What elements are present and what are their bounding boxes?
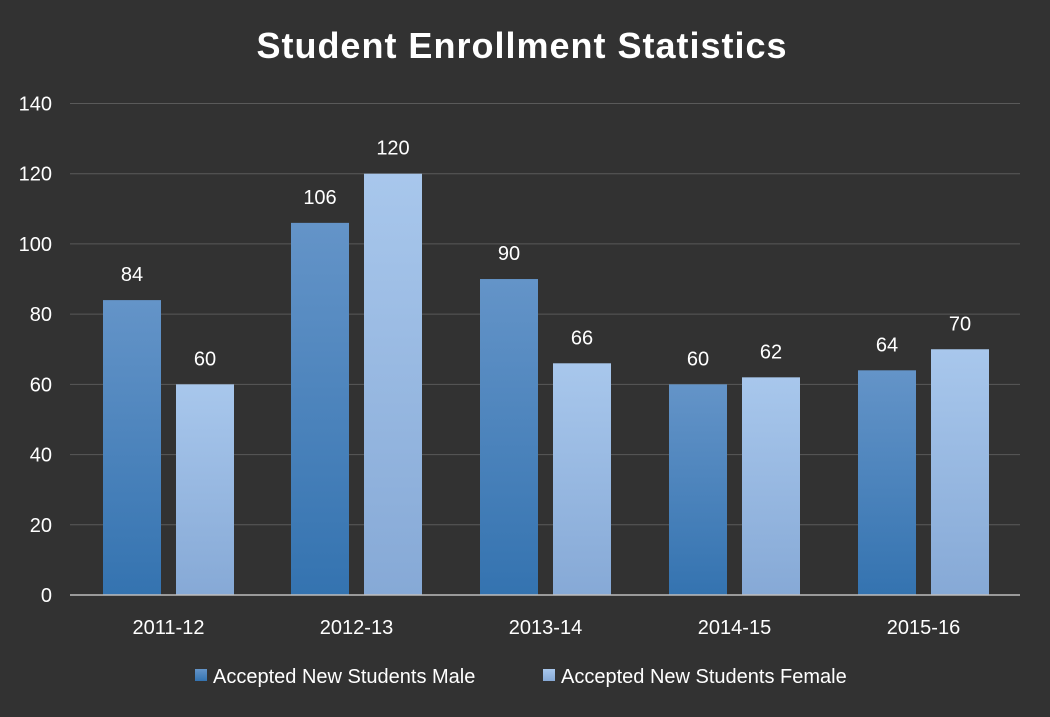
bars xyxy=(103,173,989,595)
y-tick-label: 40 xyxy=(30,445,52,467)
data-label: 106 xyxy=(303,187,336,209)
legend-swatch xyxy=(543,669,555,681)
bar-male-2014-15 xyxy=(669,384,727,595)
bar-female-2013-14 xyxy=(553,363,611,595)
data-label: 64 xyxy=(876,334,898,356)
bar-male-2012-13 xyxy=(291,222,349,595)
legend-swatch xyxy=(195,669,207,681)
bar-female-2011-12 xyxy=(176,384,234,595)
data-label: 84 xyxy=(121,264,143,286)
data-label: 60 xyxy=(194,348,216,370)
x-tick-label: 2015-16 xyxy=(887,617,960,639)
x-tick-label: 2014-15 xyxy=(698,617,771,639)
data-label: 60 xyxy=(687,348,709,370)
x-axis: 2011-12 2012-13 2013-14 2014-15 2015-16 xyxy=(70,594,1020,639)
bar-male-2011-12 xyxy=(103,300,161,595)
y-tick-label: 0 xyxy=(41,585,52,607)
legend-label: Accepted New Students Male xyxy=(213,666,475,688)
x-tick-label: 2013-14 xyxy=(509,617,582,639)
y-tick-label: 80 xyxy=(30,304,52,326)
y-tick-label: 20 xyxy=(30,515,52,537)
data-label: 66 xyxy=(571,327,593,349)
data-label: 90 xyxy=(498,243,520,265)
bar-male-2015-16 xyxy=(858,370,916,595)
legend-label: Accepted New Students Female xyxy=(561,666,847,688)
bar-male-2013-14 xyxy=(480,279,538,595)
y-tick-label: 60 xyxy=(30,374,52,396)
x-tick-label: 2012-13 xyxy=(320,617,393,639)
data-label: 70 xyxy=(949,313,971,335)
legend: Accepted New Students Male Accepted New S… xyxy=(195,666,847,688)
data-labels: 84 106 90 60 64 60 120 66 62 70 xyxy=(121,138,971,371)
y-tick-label: 100 xyxy=(19,234,52,256)
bar-female-2014-15 xyxy=(742,377,800,595)
y-axis-ticks: 0 20 40 60 80 100 120 140 xyxy=(19,94,52,608)
chart-title: Student Enrollment Statistics xyxy=(256,25,787,66)
x-tick-label: 2011-12 xyxy=(133,617,205,639)
data-label: 62 xyxy=(760,341,782,363)
bar-female-2015-16 xyxy=(931,349,989,595)
data-label: 120 xyxy=(376,138,409,160)
y-tick-label: 140 xyxy=(19,94,52,116)
bar-female-2012-13 xyxy=(364,173,422,595)
y-tick-label: 120 xyxy=(19,164,52,186)
